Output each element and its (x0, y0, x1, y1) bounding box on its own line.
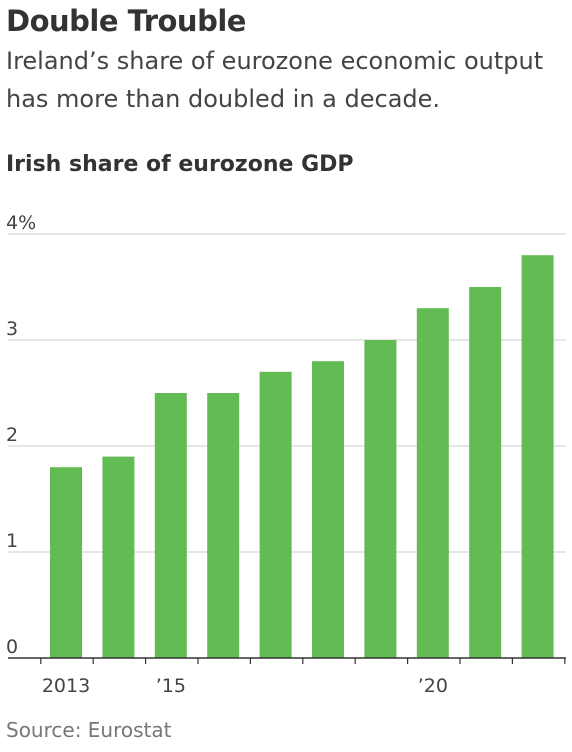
bar-2019 (364, 340, 397, 658)
chart-title: Irish share of eurozone GDP (6, 152, 354, 177)
y-tick-label: 1 (6, 530, 18, 552)
bar-2015 (154, 393, 187, 658)
bar-2014 (102, 456, 135, 658)
bar-2017 (259, 371, 292, 658)
y-tick-label: 4% (6, 212, 36, 234)
y-tick-label: 3 (6, 318, 18, 340)
bar-2016 (207, 393, 240, 658)
x-tick-label: ’20 (418, 675, 448, 697)
y-tick-label: 0 (6, 636, 18, 658)
bar-chart: 0 1 2 3 4% 2013 ’15 ’20 (6, 212, 566, 697)
x-tick-label: 2013 (42, 675, 90, 697)
subheadline: Ireland’s share of eurozone economic out… (6, 47, 544, 113)
bar-2018 (312, 361, 344, 658)
x-axis (8, 657, 566, 664)
axis-labels: 0 1 2 3 4% 2013 ’15 ’20 (6, 212, 448, 697)
bar-2020 (416, 308, 449, 658)
bar-2022 (521, 255, 554, 658)
bar-2013 (50, 467, 82, 658)
bars (50, 255, 554, 658)
bar-2021 (469, 287, 502, 658)
source-note: Source: Eurostat (6, 718, 172, 742)
y-tick-label: 2 (6, 424, 18, 446)
x-tick-label: ’15 (156, 675, 186, 697)
headline: Double Trouble (6, 4, 246, 38)
